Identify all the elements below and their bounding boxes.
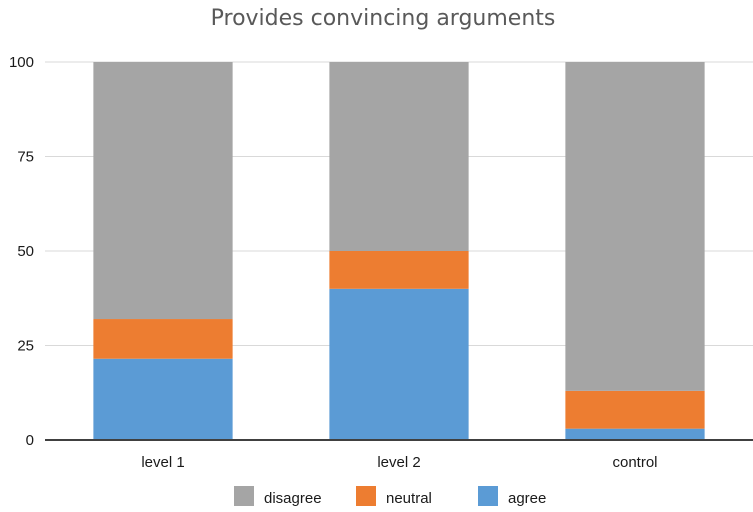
bar-neutral-control bbox=[565, 390, 705, 429]
x-axis-ticks: level 1 level 2 control bbox=[141, 454, 657, 471]
bar-agree-level-2 bbox=[329, 288, 469, 440]
x-tick-label: level 2 bbox=[377, 454, 420, 471]
y-tick-label: 75 bbox=[17, 149, 34, 166]
bar-agree-level-1 bbox=[93, 358, 233, 440]
y-tick-label: 50 bbox=[17, 243, 34, 260]
legend-label-neutral: neutral bbox=[386, 490, 432, 507]
bar-disagree-level-1 bbox=[93, 62, 233, 320]
y-tick-label: 100 bbox=[9, 54, 34, 71]
y-axis-ticks: 0 25 50 75 100 bbox=[9, 54, 34, 449]
legend-swatch-agree bbox=[478, 486, 498, 506]
bar-neutral-level-1 bbox=[93, 319, 233, 359]
bars bbox=[93, 62, 705, 440]
bar-neutral-level-2 bbox=[329, 251, 469, 289]
chart-title: Provides convincing arguments bbox=[211, 6, 556, 31]
legend-label-disagree: disagree bbox=[264, 490, 322, 507]
legend-swatch-disagree bbox=[234, 486, 254, 506]
x-tick-label: control bbox=[612, 454, 657, 471]
legend-swatch-neutral bbox=[356, 486, 376, 506]
x-tick-label: level 1 bbox=[141, 454, 184, 471]
legend-label-agree: agree bbox=[508, 490, 546, 507]
bar-disagree-control bbox=[565, 62, 705, 391]
y-tick-label: 25 bbox=[17, 338, 34, 355]
bar-disagree-level-2 bbox=[329, 62, 469, 251]
bar-agree-control bbox=[565, 428, 705, 440]
legend: disagree neutral agree bbox=[234, 486, 546, 507]
y-tick-label: 0 bbox=[26, 432, 34, 449]
